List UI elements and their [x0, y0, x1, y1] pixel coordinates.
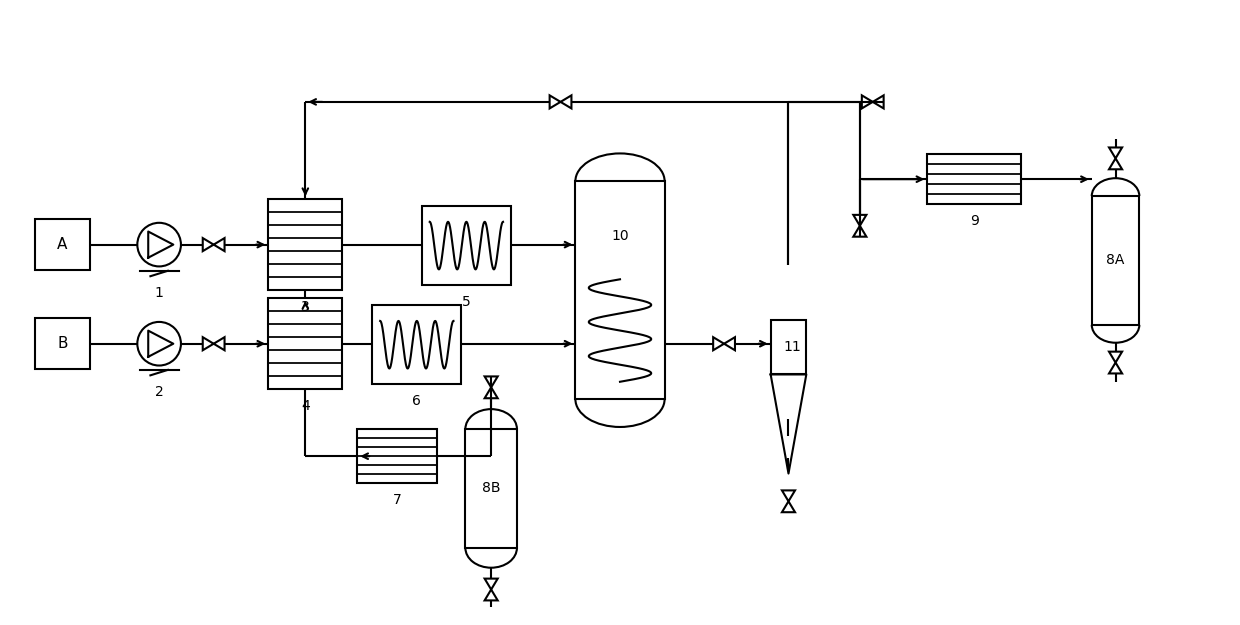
Text: 4: 4 [301, 399, 310, 413]
Text: 9: 9 [970, 214, 978, 228]
Bar [357, 429, 436, 484]
Text: 6: 6 [413, 394, 422, 408]
Bar [770, 320, 806, 374]
Bar [422, 206, 511, 285]
Text: B: B [57, 336, 68, 351]
Bar [35, 219, 89, 271]
Text: 8A: 8A [1106, 254, 1125, 268]
Bar [268, 199, 342, 290]
Text: 7: 7 [393, 493, 402, 508]
Text: 5: 5 [463, 295, 471, 309]
Text: 10: 10 [611, 229, 629, 242]
Text: 3: 3 [301, 300, 310, 314]
Text: 11: 11 [784, 340, 801, 354]
Bar [928, 154, 1022, 204]
Text: A: A [57, 237, 68, 252]
Text: 1: 1 [155, 286, 164, 300]
Bar [268, 298, 342, 389]
Bar [372, 305, 461, 384]
Text: 2: 2 [155, 385, 164, 399]
Bar [35, 318, 89, 369]
Bar [465, 429, 517, 548]
Bar [575, 181, 665, 399]
Text: 8B: 8B [482, 481, 501, 496]
Bar [1091, 196, 1140, 325]
